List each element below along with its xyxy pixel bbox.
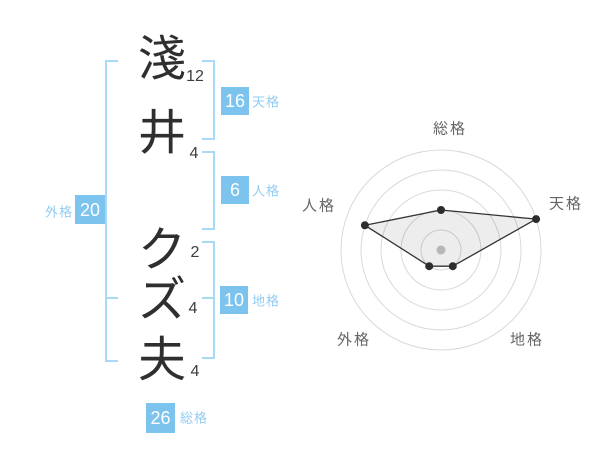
tenkaku-label: 天格 (252, 94, 281, 110)
stroke-count-4: 4 (188, 300, 198, 317)
stroke-count-3: 2 (190, 244, 200, 261)
tenkaku-bracket-arm-top (202, 60, 215, 62)
jinkaku-label: 人格 (252, 183, 281, 199)
chikaku-bracket-arm-bottom (202, 357, 215, 359)
gaikaku-bracket-arm-top (105, 60, 118, 62)
stroke-count-2: 4 (189, 145, 199, 162)
jinkaku-bracket-arm-top (202, 151, 215, 153)
name-char-2: 井 (137, 107, 187, 160)
jinkaku-score-box: 6 (221, 176, 249, 204)
gaikaku-score-box: 20 (75, 195, 105, 224)
chikaku-score-box: 10 (220, 286, 248, 314)
gaikaku-bracket-arm-bottom (105, 360, 118, 362)
radar-axis-label-jinkaku: 人格 (301, 197, 337, 215)
tenkaku-bracket-line (213, 60, 215, 140)
chikaku-bracket-line (213, 241, 215, 359)
gaikaku-label: 外格 (44, 204, 73, 220)
gaikaku-bracket-arm-mid (105, 297, 118, 299)
tenkaku-score-box: 16 (221, 87, 249, 115)
name-char-5: 夫 (137, 334, 187, 387)
stroke-count-1: 12 (186, 68, 204, 85)
radar-axis-label-chikaku: 地格 (509, 331, 545, 349)
name-char-1: 淺 (137, 33, 187, 86)
name-char-3: ク (137, 224, 187, 277)
gaikaku-bracket-line (105, 60, 107, 362)
chikaku-bracket-arm-mid (202, 297, 215, 299)
radar-axis-label-soukaku: 総格 (432, 120, 468, 138)
radar-axis-label-tenkaku: 天格 (548, 195, 584, 213)
chikaku-bracket-arm-top (202, 241, 215, 243)
jinkaku-bracket-arm-bottom (202, 228, 215, 230)
soukaku-label: 総格 (180, 410, 209, 426)
name-char-4: ズ (137, 274, 187, 327)
radar-axis-label-gaikaku: 外格 (336, 331, 372, 349)
stroke-count-5: 4 (190, 363, 200, 380)
tenkaku-bracket-arm-bottom (202, 138, 215, 140)
soukaku-score-box: 26 (146, 403, 175, 433)
chikaku-label: 地格 (252, 293, 281, 309)
jinkaku-bracket-line (213, 151, 215, 230)
